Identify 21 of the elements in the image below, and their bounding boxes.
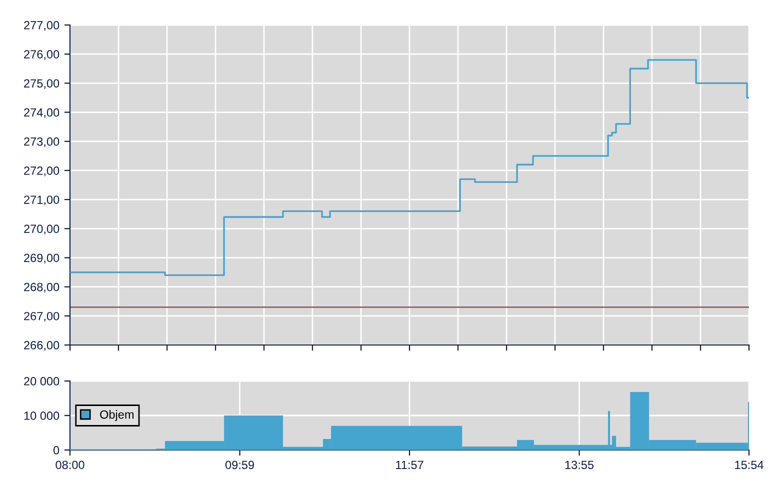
y-tick-label: 268,00 bbox=[24, 282, 60, 293]
y-tick-label: 276,00 bbox=[24, 50, 60, 60]
y-tick-label: 270,00 bbox=[24, 224, 60, 234]
x-tick-label: 15:54 bbox=[735, 460, 764, 470]
y-tick-label: 273,00 bbox=[24, 137, 60, 148]
legend-label: Objem bbox=[100, 410, 134, 422]
y-tick-label: 271,00 bbox=[24, 196, 60, 206]
y-tick-label: 272,00 bbox=[24, 166, 60, 176]
y-tick-label: 277,00 bbox=[24, 21, 60, 31]
x-tick-label: 11:57 bbox=[396, 460, 424, 470]
y-tick-label: 266,00 bbox=[24, 341, 60, 351]
y-tick-label: 267,00 bbox=[24, 312, 60, 322]
x-tick-label: 13:55 bbox=[565, 460, 594, 470]
x-tick-label: 09:59 bbox=[225, 460, 254, 470]
y-tick-label: 0 bbox=[53, 446, 60, 454]
x-tick-label: 08:00 bbox=[56, 460, 84, 470]
y-tick-label: 275,00 bbox=[24, 79, 60, 89]
y-tick-label: 274,00 bbox=[24, 108, 60, 118]
y-tick-label: 20 000 bbox=[24, 377, 60, 386]
y-tick-label: 10 000 bbox=[24, 412, 60, 420]
y-tick-label: 269,00 bbox=[24, 254, 60, 264]
